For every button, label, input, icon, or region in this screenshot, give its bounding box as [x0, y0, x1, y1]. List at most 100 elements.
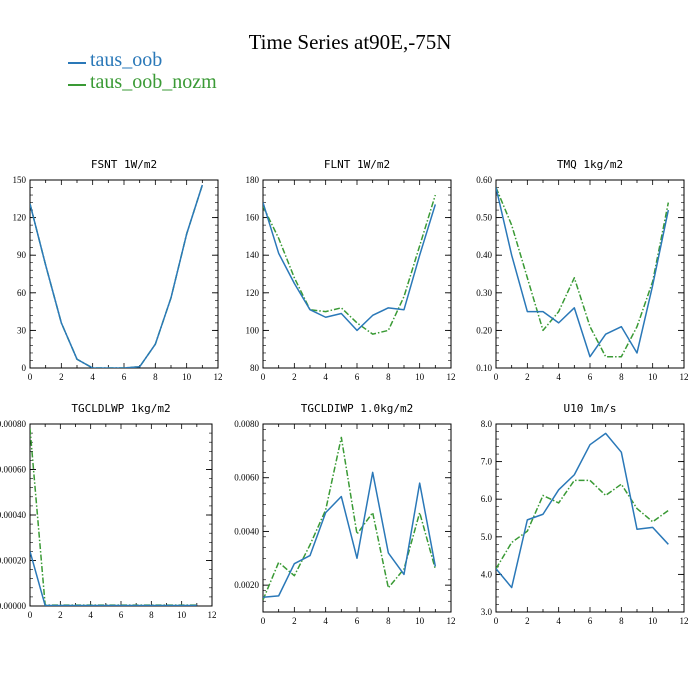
series-line-taus-oob-flnt [263, 202, 437, 332]
series-line-taus-oob-nozm-flnt [263, 194, 437, 335]
y-tick-label-u10: 5.0 [481, 532, 493, 542]
y-tick-label-flnt: 120 [246, 288, 260, 298]
y-tick-label-fsnt: 90 [17, 250, 27, 260]
legend-line-taus-oob-nozm [68, 84, 86, 86]
y-tick-label-flnt: 180 [246, 175, 260, 185]
series-line-taus-oob-tgcldiwp [263, 471, 437, 598]
y-tick-label-fsnt: 120 [13, 213, 27, 223]
y-tick-label-fsnt: 30 [17, 325, 27, 335]
x-tick-label-tgcldiwp: 4 [323, 616, 328, 626]
series-line-taus-oob-fsnt [30, 184, 204, 368]
series-line-taus-oob-nozm-tgcldlwp [30, 428, 197, 606]
figure-title: Time Series at90E,-75N [248, 30, 452, 54]
y-tick-label-fsnt: 60 [17, 288, 27, 298]
x-tick-label-flnt: 8 [386, 372, 391, 382]
panel-frame-tgcldlwp [29, 423, 213, 607]
panel-title-fsnt: FSNT 1W/m2 [91, 158, 157, 171]
x-tick-label-tmq: 4 [556, 372, 561, 382]
y-tick-label-tmq: 0.20 [476, 325, 492, 335]
panel-title-u10: U10 1m/s [564, 402, 617, 415]
x-tick-label-fsnt: 4 [90, 372, 95, 382]
x-tick-label-tmq: 6 [588, 372, 593, 382]
y-tick-label-flnt: 80 [250, 363, 260, 373]
x-tick-label-fsnt: 8 [153, 372, 158, 382]
panel-frame-tgcldiwp [262, 423, 452, 613]
x-tick-label-tgcldlwp: 10 [177, 610, 187, 620]
x-tick-label-tgcldlwp: 0 [28, 610, 33, 620]
x-tick-label-u10: 8 [619, 616, 624, 626]
panel-flnt: FLNT 1W/m2 0 2 4 6 8 10 12 80 100 120 140 160 180 [246, 158, 456, 382]
legend-line-taus-oob [68, 62, 86, 64]
x-tick-label-u10: 10 [648, 616, 658, 626]
legend-label-taus-oob-nozm: taus_oob_nozm [90, 71, 217, 93]
x-tick-label-flnt: 2 [292, 372, 297, 382]
series-line-taus-oob-u10 [496, 432, 669, 589]
y-tick-label-u10: 8.0 [481, 419, 493, 429]
y-tick-label-u10: 7.0 [481, 457, 493, 467]
x-tick-label-u10: 6 [588, 616, 593, 626]
x-tick-label-tmq: 0 [494, 372, 499, 382]
series-line-taus-oob-nozm-tgcldiwp [263, 436, 437, 601]
x-tick-label-u10: 0 [494, 616, 499, 626]
y-tick-label-tgcldlwp: 0.00020 [0, 556, 27, 566]
x-tick-label-u10: 12 [680, 616, 689, 626]
x-tick-label-tgcldlwp: 6 [119, 610, 124, 620]
y-tick-label-tmq: 0.60 [476, 175, 492, 185]
x-tick-label-tgcldiwp: 12 [447, 616, 456, 626]
x-tick-label-tgcldiwp: 6 [355, 616, 360, 626]
y-tick-label-fsnt: 150 [13, 175, 27, 185]
y-tick-label-tgcldiwp: 0.0040 [234, 526, 259, 536]
y-tick-label-u10: 3.0 [481, 607, 493, 617]
x-tick-label-u10: 4 [556, 616, 561, 626]
y-tick-label-tmq: 0.10 [476, 363, 492, 373]
x-tick-label-tmq: 8 [619, 372, 624, 382]
y-tick-label-tgcldiwp: 0.0060 [234, 473, 259, 483]
panel-frame-flnt [262, 179, 452, 369]
legend-label-taus-oob: taus_oob [90, 49, 163, 71]
y-tick-label-flnt: 160 [246, 213, 260, 223]
x-tick-label-tgcldiwp: 0 [261, 616, 266, 626]
x-tick-label-tmq: 2 [525, 372, 530, 382]
y-tick-label-fsnt: 0 [22, 363, 27, 373]
panel-u10: U10 1m/s 0 2 4 6 8 10 12 3.0 4.0 5.0 6.0 7.0 8.0 [481, 402, 689, 626]
panel-tgcldlwp: TGCLDLWP 1kg/m2 0 2 4 6 8 10 12 0.00000 0.00020 0.… [0, 402, 217, 620]
series-line-taus-oob-nozm-tmq [496, 187, 670, 358]
y-tick-label-u10: 4.0 [481, 569, 493, 579]
x-tick-label-tgcldiwp: 2 [292, 616, 297, 626]
x-tick-label-tgcldiwp: 8 [386, 616, 391, 626]
y-tick-label-tgcldlwp: 0.00060 [0, 465, 27, 475]
series-line-taus-oob-tmq [496, 187, 670, 358]
x-tick-label-flnt: 0 [261, 372, 266, 382]
y-tick-label-u10: 6.0 [481, 494, 493, 504]
y-tick-label-tmq: 0.50 [476, 213, 492, 223]
y-tick-label-flnt: 100 [246, 325, 260, 335]
y-tick-label-tgcldlwp: 0.00080 [0, 419, 27, 429]
panel-title-tmq: TMQ 1kg/m2 [557, 158, 623, 171]
y-tick-label-tmq: 0.30 [476, 288, 492, 298]
x-tick-label-fsnt: 0 [28, 372, 33, 382]
y-tick-label-flnt: 140 [246, 250, 260, 260]
x-tick-label-tgcldlwp: 12 [208, 610, 217, 620]
y-tick-label-tmq: 0.40 [476, 250, 492, 260]
panel-tgcldiwp: TGCLDIWP 1.0kg/m2 0 2 4 6 8 10 12 0.0020 0.0040 0.… [234, 402, 455, 626]
x-tick-label-fsnt: 6 [122, 372, 127, 382]
panel-frame-tmq [495, 179, 685, 369]
panel-title-tgcldlwp: TGCLDLWP 1kg/m2 [71, 402, 170, 415]
x-tick-label-fsnt: 2 [59, 372, 64, 382]
panel-title-flnt: FLNT 1W/m2 [324, 158, 390, 171]
x-tick-label-tgcldlwp: 4 [88, 610, 93, 620]
x-tick-label-tgcldlwp: 2 [58, 610, 63, 620]
panel-title-tgcldiwp: TGCLDIWP 1.0kg/m2 [301, 402, 414, 415]
y-tick-label-tgcldiwp: 0.0020 [234, 580, 259, 590]
x-tick-label-tmq: 12 [680, 372, 689, 382]
panel-frame-u10 [495, 423, 685, 613]
y-tick-label-tgcldlwp: 0.00000 [0, 601, 27, 611]
x-tick-label-flnt: 10 [415, 372, 425, 382]
x-tick-label-flnt: 4 [323, 372, 328, 382]
y-tick-label-tgcldiwp: 0.0080 [234, 419, 259, 429]
x-tick-label-tgcldlwp: 8 [149, 610, 154, 620]
panel-tmq: TMQ 1kg/m2 0 2 4 6 8 10 12 0.10 0.20 0.30 0.40 0.50 0… [476, 158, 688, 382]
panel-frame-fsnt [29, 179, 219, 369]
